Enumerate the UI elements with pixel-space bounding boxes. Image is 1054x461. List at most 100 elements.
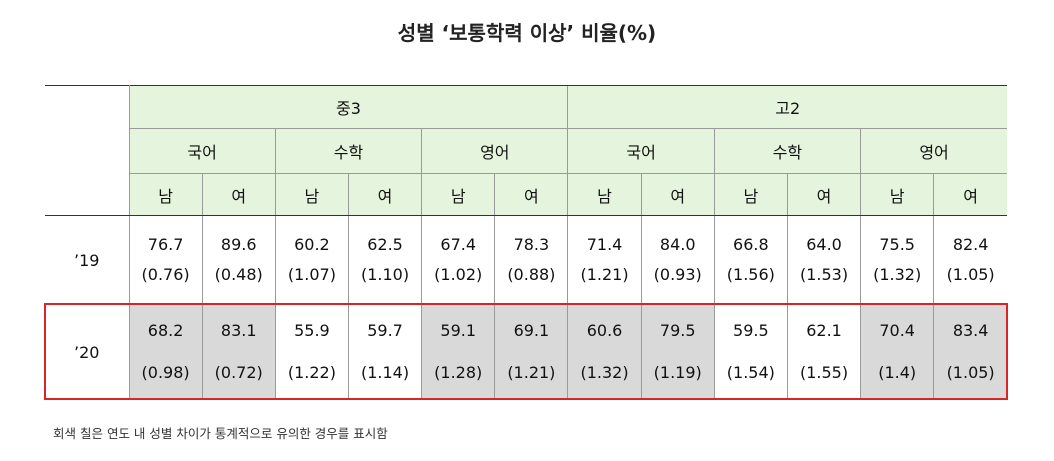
gender-header: 여 xyxy=(347,173,422,216)
subject-header: 영어 xyxy=(860,128,1007,174)
cell-value: 59.1 xyxy=(440,320,477,340)
cell-value: 59.5 xyxy=(733,320,769,340)
cell-value: 62.1 xyxy=(806,320,842,340)
gender-header: 남 xyxy=(274,173,349,216)
data-cell: 62.1 (1.55) xyxy=(786,304,861,400)
data-cell: 66.8 (1.56) xyxy=(713,215,788,305)
data-cell: 79.5 (1.19) xyxy=(640,304,715,400)
cell-standard-error: (1.10) xyxy=(360,265,410,284)
data-cell: 60.6 (1.32) xyxy=(567,304,642,400)
data-cell: 68.2 (0.98) xyxy=(128,304,203,400)
header-row-gender: 남 여 남 여 남 여 남 여 남 여 남 여 xyxy=(45,173,1007,216)
table-body: ’19 76.7 (0.76) 89.6 (0.48) 60.2 (1.07) 62.5 (1.… xyxy=(45,215,1007,400)
cell-standard-error: (1.21) xyxy=(580,265,629,284)
cell-standard-error: (0.93) xyxy=(653,265,702,284)
gender-header: 여 xyxy=(786,173,861,216)
year-label: ’20 xyxy=(45,304,130,400)
data-cell: 64.0 (1.53) xyxy=(786,215,861,305)
cell-value: 67.4 xyxy=(440,234,477,254)
data-cell: 60.2 (1.07) xyxy=(274,215,349,305)
cell-value: 82.4 xyxy=(952,234,989,254)
gender-header: 남 xyxy=(421,173,495,216)
cell-standard-error: (1.07) xyxy=(287,265,336,284)
cell-standard-error: (1.05) xyxy=(946,265,995,284)
cell-standard-error: (1.02) xyxy=(434,265,483,284)
data-cell: 83.4 (1.05) xyxy=(933,304,1007,400)
data-cell: 71.4 (1.21) xyxy=(567,215,642,305)
data-cell: 55.9 (1.22) xyxy=(274,304,349,400)
data-cell: 62.5 (1.10) xyxy=(347,215,422,305)
cell-value: 64.0 xyxy=(806,234,842,254)
cell-value: 55.9 xyxy=(294,320,330,340)
cell-value: 75.5 xyxy=(879,234,915,254)
cell-value: 66.8 xyxy=(733,234,769,254)
gender-header: 여 xyxy=(494,173,568,216)
subject-header: 국어 xyxy=(567,128,715,174)
cell-value: 76.7 xyxy=(147,234,184,254)
subject-header: 국어 xyxy=(128,128,276,174)
cell-standard-error: (1.53) xyxy=(799,265,849,284)
cell-value: 84.0 xyxy=(659,234,696,254)
cell-standard-error: (1.54) xyxy=(726,363,775,382)
data-cell: 59.7 (1.14) xyxy=(347,304,422,400)
cell-standard-error: (1.56) xyxy=(726,265,775,284)
cell-value: 78.3 xyxy=(513,234,550,254)
gender-header: 여 xyxy=(640,173,715,216)
cell-value: 83.1 xyxy=(220,320,257,340)
cell-value: 71.4 xyxy=(586,234,623,254)
footnote: 회색 칠은 연도 내 성별 차이가 통계적으로 유의한 경우를 표시함 xyxy=(53,426,388,441)
data-cell: 75.5 (1.32) xyxy=(860,215,934,305)
data-cell: 82.4 (1.05) xyxy=(933,215,1007,305)
cell-standard-error: (1.21) xyxy=(507,363,556,382)
header-corner xyxy=(45,85,130,216)
cell-value: 68.2 xyxy=(147,320,184,340)
cell-value: 59.7 xyxy=(367,320,403,340)
cell-standard-error: (0.76) xyxy=(141,265,190,284)
data-cell: 70.4 (1.4) xyxy=(860,304,934,400)
gender-header: 여 xyxy=(201,173,276,216)
cell-value: 62.5 xyxy=(367,234,403,254)
data-cell: 83.1 (0.72) xyxy=(201,304,276,400)
gender-header: 남 xyxy=(128,173,203,216)
data-cell: 84.0 (0.93) xyxy=(640,215,715,305)
cell-standard-error: (1.32) xyxy=(580,363,629,382)
cell-standard-error: (1.19) xyxy=(653,363,702,382)
cell-value: 89.6 xyxy=(220,234,257,254)
cell-standard-error: (1.14) xyxy=(360,363,410,382)
data-cell: 67.4 (1.02) xyxy=(421,215,495,305)
table-row: ’20 68.2 (0.98) 83.1 (0.72) 55.9 (1.22) 59.7 (1.… xyxy=(45,304,1007,400)
header-row-grade: 중3 고2 xyxy=(45,85,1007,216)
header-row-subject: 국어 수학 영어 국어 수학 영어 xyxy=(45,128,1007,174)
gender-header: 남 xyxy=(567,173,642,216)
gender-header: 남 xyxy=(860,173,934,216)
cell-standard-error: (1.22) xyxy=(287,363,336,382)
data-cell: 89.6 (0.48) xyxy=(201,215,276,305)
grade-header: 고2 xyxy=(567,85,1007,129)
cell-value: 69.1 xyxy=(513,320,550,340)
table-row: ’19 76.7 (0.76) 89.6 (0.48) 60.2 (1.07) 62.5 (1.… xyxy=(45,215,1007,305)
cell-value: 79.5 xyxy=(659,320,696,340)
cell-standard-error: (0.98) xyxy=(141,363,190,382)
results-table: 중3 고2 국어 수학 영어 국어 수학 영어 남 여 남 여 남 여 남 여 … xyxy=(45,85,1007,400)
grade-header: 중3 xyxy=(128,85,568,129)
subject-header: 영어 xyxy=(421,128,568,174)
cell-standard-error: (1.05) xyxy=(946,363,995,382)
cell-value: 60.2 xyxy=(294,234,330,254)
cell-value: 83.4 xyxy=(952,320,989,340)
data-cell: 69.1 (1.21) xyxy=(494,304,568,400)
cell-standard-error: (0.72) xyxy=(214,363,263,382)
data-cell: 76.7 (0.76) xyxy=(128,215,203,305)
chart-title: 성별 ‘보통학력 이상’ 비율(%) xyxy=(397,21,657,45)
cell-value: 60.6 xyxy=(586,320,623,340)
cell-value: 70.4 xyxy=(879,320,915,340)
cell-standard-error: (0.88) xyxy=(507,265,556,284)
cell-standard-error: (0.48) xyxy=(214,265,263,284)
data-cell: 59.1 (1.28) xyxy=(421,304,495,400)
cell-standard-error: (1.32) xyxy=(873,265,922,284)
cell-standard-error: (1.28) xyxy=(434,363,483,382)
year-label: ’19 xyxy=(45,215,130,305)
data-cell: 59.5 (1.54) xyxy=(713,304,788,400)
subject-header: 수학 xyxy=(274,128,422,174)
cell-standard-error: (1.55) xyxy=(799,363,849,382)
cell-standard-error: (1.4) xyxy=(878,363,917,382)
